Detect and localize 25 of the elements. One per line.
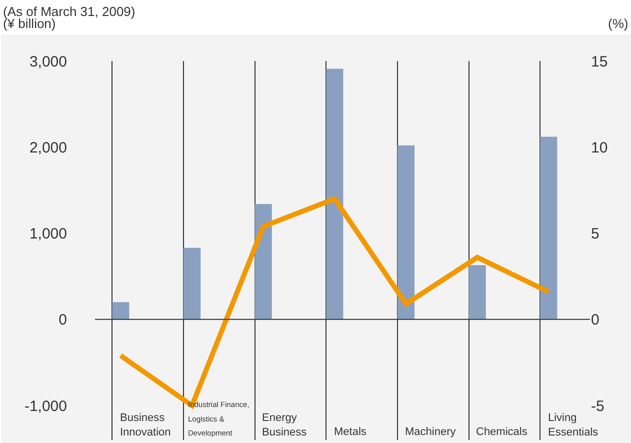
y2-tick-label: 15 (591, 53, 608, 70)
y-tick-label: -1,000 (24, 398, 67, 415)
y2-tick-label: 0 (591, 312, 600, 329)
bar (183, 248, 201, 320)
y-tick-label: 2,000 (29, 139, 67, 156)
bar (397, 145, 415, 320)
chart-title: (As of March 31, 2009) (3, 4, 136, 19)
bar (468, 265, 486, 320)
y2-tick-label: 5 (591, 226, 600, 243)
x-tick-label: Living Essentials (548, 412, 599, 438)
bar (112, 302, 130, 320)
y-tick-label: 3,000 (29, 53, 67, 70)
y2-tick-label: -5 (591, 398, 604, 415)
x-tick-label: Metals (334, 426, 367, 438)
y-tick-label: 1,000 (29, 226, 67, 243)
bar (326, 68, 344, 320)
x-tick-label: Energy Business (262, 412, 308, 438)
y-tick-label: 0 (58, 312, 67, 329)
bar (540, 136, 558, 320)
y2-axis-title: (%) (608, 16, 628, 31)
x-tick-label: Machinery (405, 426, 456, 438)
x-tick-label: Chemicals (476, 426, 528, 438)
y2-tick-label: 10 (591, 139, 608, 156)
x-tick-label: Business Innovation (120, 412, 171, 438)
bar (254, 204, 272, 320)
